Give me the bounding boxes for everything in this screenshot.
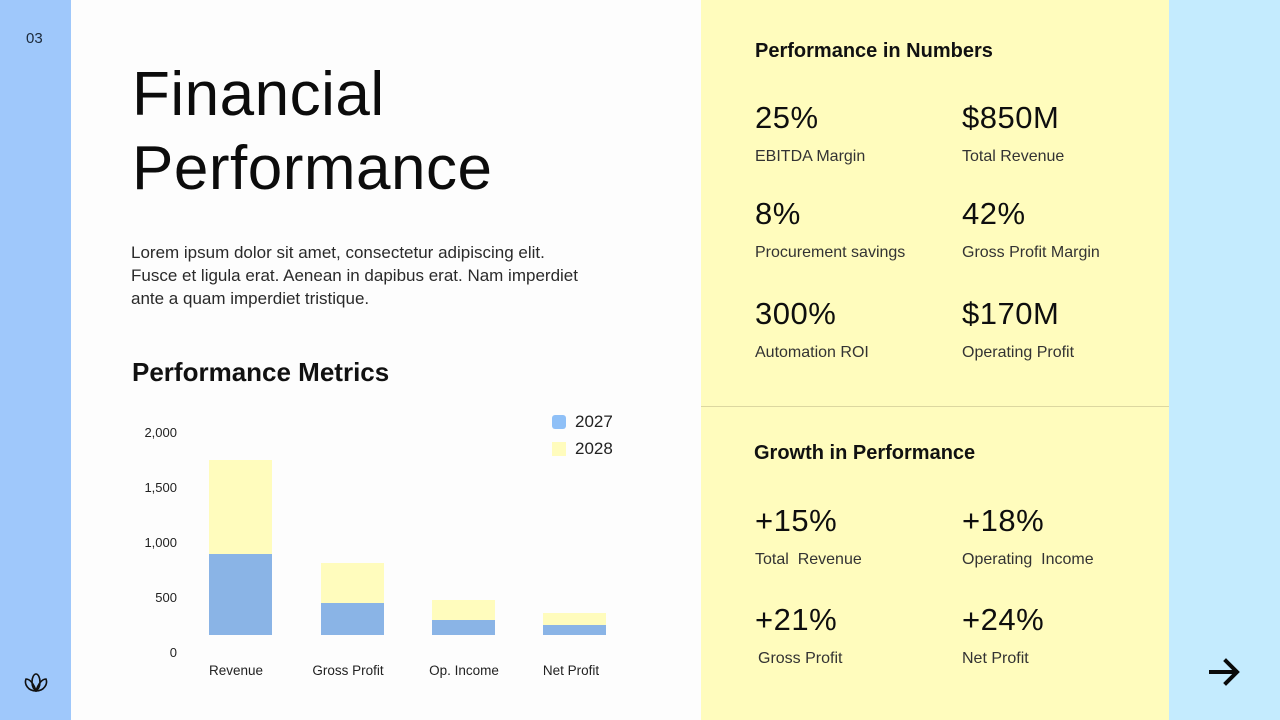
stat-label: Procurement savings (755, 244, 906, 261)
legend-label: 2028 (575, 438, 613, 458)
lotus-icon (24, 673, 48, 692)
stacked-bar-chart: 2,000 1,500 1,000 500 0 Revenue Gross Pr… (71, 400, 701, 700)
bar-segment-2027 (543, 625, 606, 635)
stat-value: 300% (755, 296, 837, 331)
bar-op-income (432, 600, 495, 635)
stat-label: Gross Profit Margin (962, 244, 1100, 261)
right-strip (1169, 0, 1280, 720)
growth-title: Growth in Performance (754, 442, 976, 464)
stat-card: 42% Gross Profit Margin (962, 196, 1100, 262)
stats-panel: Performance in Numbers 25% EBITDA Margin… (701, 0, 1169, 720)
y-tick: 1,500 (144, 480, 177, 495)
x-label: Op. Income (429, 663, 499, 678)
stat-label: EBITDA Margin (755, 148, 866, 165)
stat-card: 25% EBITDA Margin (755, 100, 865, 166)
growth-label: Total Revenue (755, 551, 862, 568)
stat-value: $850M (962, 100, 1060, 135)
bar-segment-2028 (432, 600, 495, 621)
chart-title: Performance Metrics (132, 357, 390, 387)
x-label: Net Profit (542, 663, 600, 678)
growth-card: +21% Gross Profit (755, 602, 842, 668)
main-content: Financial Performance Lorem ipsum dolor … (71, 0, 701, 720)
stat-value: 25% (755, 100, 819, 135)
title-line-1: Financial (132, 60, 385, 129)
growth-label: Gross Profit (758, 650, 843, 667)
stat-card: $170M Operating Profit (962, 296, 1074, 362)
stat-card: 8% Procurement savings (755, 196, 905, 262)
left-sidebar-strip: 03 (0, 0, 71, 720)
growth-label: Operating Income (962, 551, 1094, 568)
bar-segment-2028 (321, 562, 384, 603)
page-number: 03 (26, 30, 43, 47)
stat-value: 8% (755, 196, 801, 231)
growth-card: +18% Operating Income (962, 503, 1094, 569)
y-tick: 500 (155, 590, 177, 605)
growth-value: +24% (962, 602, 1045, 637)
bar-revenue (209, 460, 272, 635)
bar-gross-profit (321, 562, 384, 635)
y-tick: 2,000 (144, 425, 177, 440)
bar-segment-2028 (543, 612, 606, 626)
growth-value: +21% (755, 602, 838, 637)
body-paragraph: Lorem ipsum dolor sit amet, consectetur … (131, 243, 578, 308)
arrow-right-icon[interactable] (1209, 655, 1241, 689)
section-divider (701, 406, 1169, 407)
bar-segment-2028 (209, 460, 272, 554)
legend-swatch (552, 414, 566, 429)
y-tick: 1,000 (144, 535, 177, 550)
bar-segment-2027 (432, 620, 495, 635)
growth-value: +18% (962, 503, 1045, 538)
stat-value: $170M (962, 296, 1060, 331)
stat-label: Operating Profit (962, 344, 1075, 361)
legend-swatch (552, 441, 566, 456)
stat-label: Total Revenue (962, 148, 1065, 165)
legend-item-2027: 2027 (552, 408, 613, 435)
bar-segment-2027 (321, 602, 384, 635)
legend-label: 2027 (575, 411, 613, 431)
growth-card: +24% Net Profit (962, 602, 1044, 668)
legend-item-2028: 2028 (552, 435, 613, 462)
stat-card: 300% Automation ROI (755, 296, 869, 362)
stat-label: Automation ROI (755, 344, 869, 361)
y-axis: 2,000 1,500 1,000 500 0 (117, 400, 177, 700)
bar-segment-2027 (209, 553, 272, 635)
numbers-title: Performance in Numbers (755, 40, 993, 62)
x-label: Gross Profit (312, 663, 384, 678)
growth-value: +15% (755, 503, 838, 538)
x-label: Revenue (208, 663, 264, 678)
title-line-2: Performance (132, 134, 493, 203)
bar-net-profit (543, 612, 606, 635)
stat-value: 42% (962, 196, 1026, 231)
stat-card: $850M Total Revenue (962, 100, 1064, 166)
page-title: Financial Performance (132, 58, 492, 206)
y-tick: 0 (169, 645, 177, 660)
growth-card: +15% Total Revenue (755, 503, 862, 569)
growth-label: Net Profit (962, 650, 1029, 667)
chart-legend: 2027 2028 (552, 408, 613, 462)
